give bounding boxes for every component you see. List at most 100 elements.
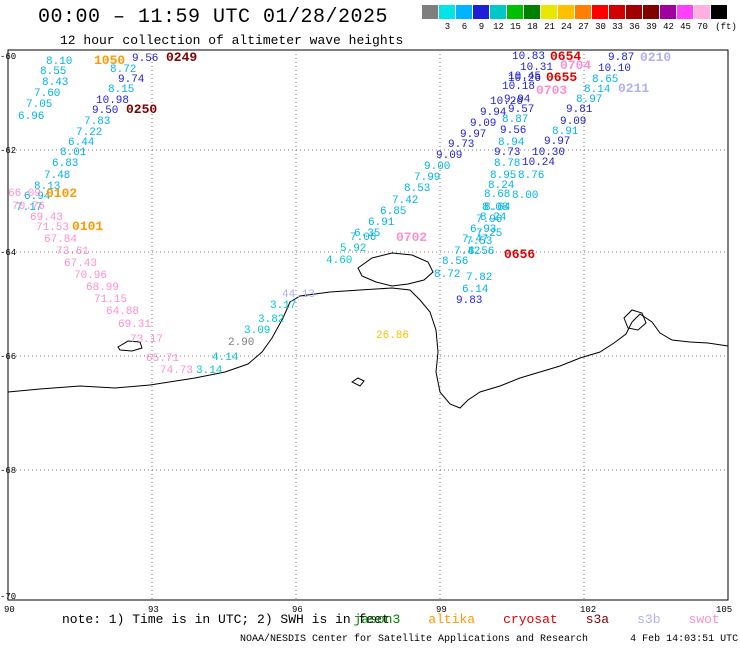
wave-height-value: 73.61 <box>56 246 89 258</box>
color-scale-swatch <box>524 5 540 19</box>
wave-height-value: 6.91 <box>368 217 395 229</box>
pass-time-label: 0101 <box>72 219 103 234</box>
wave-height-value: 71.53 <box>36 222 69 234</box>
wave-height-value: 8.53 <box>404 183 430 195</box>
wave-height-value: 8.00 <box>512 190 538 202</box>
wave-height-value: 8.01 <box>60 147 87 159</box>
wave-height-value: 7.22 <box>76 127 102 139</box>
wave-height-value: 68.99 <box>86 282 119 294</box>
timestamp-text: 4 Feb 14:03:51 UTC 2025 <box>630 634 740 645</box>
wave-height-value: 8.24 <box>480 212 507 224</box>
wave-height-value: 10.45 <box>508 71 541 83</box>
wave-height-value: 5.92 <box>340 243 366 255</box>
wave-height-value: 3.09 <box>244 325 270 337</box>
wave-height-value: 9.81 <box>566 104 593 116</box>
pass-time-label: 0210 <box>640 50 671 65</box>
island-outline-east <box>623 309 647 331</box>
satellite-legend-item: cryosat <box>503 612 558 627</box>
sea-ice-outline <box>357 252 434 287</box>
wave-height-value: 7.83 <box>84 116 110 128</box>
satellite-legend-item: altika <box>428 612 476 627</box>
color-scale-swatch <box>660 5 676 19</box>
wave-height-value: 8.15 <box>108 84 134 96</box>
wave-height-value: 3.14 <box>196 365 223 377</box>
wave-height-value: 10.26 <box>508 73 541 85</box>
wave-height-value: 10.30 <box>532 147 565 159</box>
wave-height-value: 6.83 <box>52 158 78 170</box>
wave-height-value: 7.53 <box>466 236 492 248</box>
wave-height-value: 9.97 <box>544 136 570 148</box>
wave-height-value: 8.65 <box>592 74 618 86</box>
map-footer: NOAA/NESDIS Center for Satellite Applica… <box>240 634 740 645</box>
color-scale-label: 70 <box>697 22 708 32</box>
wave-height-value: 10.18 <box>502 81 535 93</box>
wave-height-value: 7.99 <box>414 172 440 184</box>
color-scale-label: 18 <box>527 22 538 32</box>
wave-height-value: 8.56 <box>468 246 494 258</box>
wave-height-value: 65.71 <box>146 353 179 365</box>
color-scale-label: 24 <box>561 22 572 32</box>
color-scale-label: 9 <box>478 22 485 32</box>
color-scale-swatch <box>439 5 455 19</box>
wave-height-value: 8.43 <box>42 77 68 89</box>
wave-height-value: 7.48 <box>44 170 70 182</box>
color-scale-label: 39 <box>646 22 657 32</box>
island-outline-west <box>117 340 143 352</box>
wave-height-value: 70.76 <box>12 201 45 213</box>
color-scale-swatch <box>541 5 557 19</box>
color-scale-label: 42 <box>663 22 674 32</box>
wave-height-value: 69.43 <box>30 212 63 224</box>
wave-height-value: 9.56 <box>500 125 526 137</box>
color-scale-swatch <box>694 5 710 19</box>
wave-height-value: 8.24 <box>488 180 515 192</box>
wave-height-value: 2.90 <box>228 337 254 349</box>
color-scale-swatch <box>558 5 574 19</box>
wave-height-value: 6.14 <box>462 284 489 296</box>
wave-height-value: 10.24 <box>522 157 555 169</box>
color-scale-swatch <box>490 5 506 19</box>
wave-height-value: 7.42 <box>392 195 418 207</box>
wave-height-value: 9.73 <box>494 147 520 159</box>
wave-height-value: 6.44 <box>68 137 95 149</box>
color-scale-swatch <box>456 5 472 19</box>
wave-height-value: 9.87 <box>608 52 634 64</box>
wave-height-value: 7.60 <box>34 88 60 100</box>
wave-height-value: 9.00 <box>424 161 450 173</box>
wave-height-value: 9.09 <box>470 118 496 130</box>
color-scale-swatch <box>626 5 642 19</box>
wave-height-value: 7.05 <box>26 99 52 111</box>
wave-height-value: 67.43 <box>64 258 97 270</box>
wave-height-value: 7.96 <box>476 214 502 226</box>
latitude-label: -62 <box>0 146 16 156</box>
wave-height-value: 26.86 <box>376 330 409 342</box>
map-note: note: 1) Time is in UTC; 2) SWH is in fe… <box>62 612 720 627</box>
wave-height-value: 6.93 <box>470 224 496 236</box>
color-scale-swatch <box>575 5 591 19</box>
wave-height-value: 4.60 <box>326 255 352 267</box>
color-scale-label: 12 <box>493 22 504 32</box>
wave-height-value: 67.84 <box>44 234 77 246</box>
wave-height-value: 8.56 <box>442 256 468 268</box>
longitude-label: 90 <box>4 605 15 615</box>
wave-height-value: 9.94 <box>504 94 531 106</box>
pass-time-label: 0656 <box>504 247 535 262</box>
pass-time-label: 0102 <box>46 186 77 201</box>
wave-height-value: 8.72 <box>110 64 136 76</box>
longitude-label: 99 <box>436 605 447 615</box>
color-scale-label: 15 <box>510 22 521 32</box>
pass-time-label: 0249 <box>166 50 197 65</box>
satellite-legend: jason3 altika cryosat s3a s3b swot <box>353 612 719 627</box>
wave-height-value: 6.94 <box>24 191 51 203</box>
pass-time-label: 0703 <box>536 83 567 98</box>
antarctic-coastline <box>7 287 729 409</box>
pass-time-label: 0655 <box>546 70 577 85</box>
wave-height-value: 66.09 <box>8 188 41 200</box>
wave-height-value: 9.83 <box>456 295 482 307</box>
altimeter-observations: 8.108.558.437.607.056.969.568.729.748.15… <box>0 0 634 377</box>
color-scale-swatch <box>473 5 489 19</box>
wave-height-value: 10.26 <box>490 96 523 108</box>
wave-height-value: 71.15 <box>94 294 127 306</box>
color-scale-label: 45 <box>680 22 691 32</box>
